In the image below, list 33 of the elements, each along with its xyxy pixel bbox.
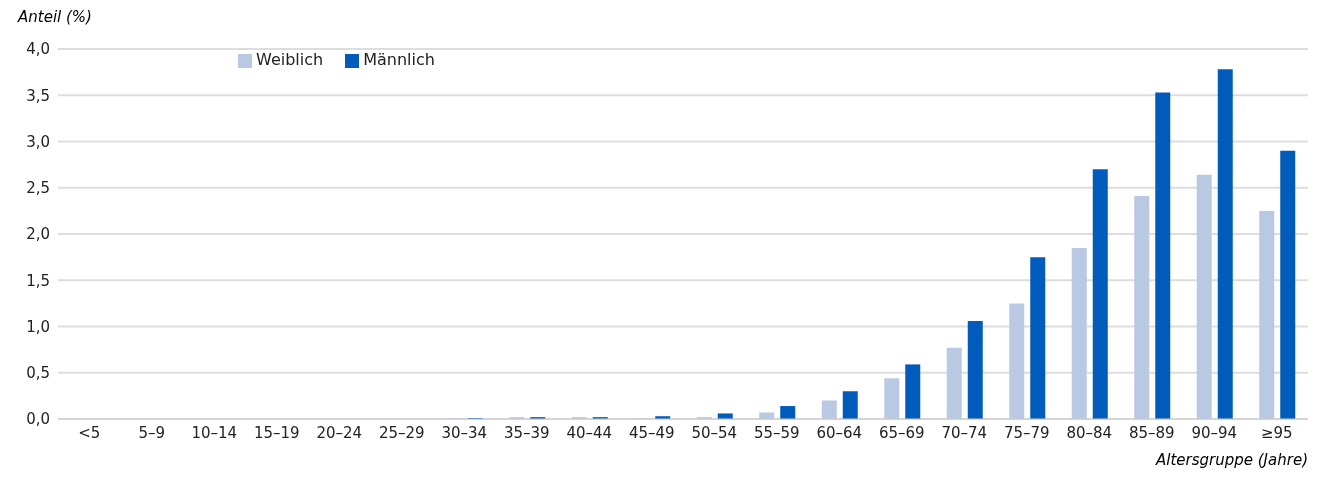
y-tick-label: 3,5 xyxy=(26,86,50,105)
y-tick-label: 0,0 xyxy=(26,410,50,429)
y-tick-label: 0,5 xyxy=(26,364,50,383)
x-tick-label: 90–94 xyxy=(1191,423,1238,442)
legend-label: Männlich xyxy=(363,50,435,69)
legend-label: Weiblich xyxy=(256,50,324,69)
x-tick-label: ≥95 xyxy=(1260,423,1293,442)
x-tick-label: 55–59 xyxy=(753,423,800,442)
x-tick-label: 10–14 xyxy=(191,423,238,442)
x-tick-label: 25–29 xyxy=(378,423,425,442)
x-tick-label: 40–44 xyxy=(566,423,613,442)
y-tick-label: 4,0 xyxy=(26,40,50,59)
x-tick-label: 20–24 xyxy=(316,423,363,442)
y-tick-label: 2,0 xyxy=(26,225,50,244)
x-tick-label: 60–64 xyxy=(816,423,863,442)
x-tick-label: <5 xyxy=(78,423,101,442)
x-tick-label: 15–19 xyxy=(253,423,300,442)
x-tick-label: 80–84 xyxy=(1066,423,1113,442)
x-tick-label: 65–69 xyxy=(878,423,925,442)
y-tick-label: 2,5 xyxy=(26,179,50,198)
x-axis-title: Altersgruppe (Jahre) xyxy=(1156,451,1308,469)
x-tick-label: 50–54 xyxy=(691,423,738,442)
y-tick-label: 1,0 xyxy=(26,317,50,336)
y-tick-label: 3,0 xyxy=(26,132,50,151)
x-tick-label: 5–9 xyxy=(138,423,166,442)
x-tick-label: 45–49 xyxy=(628,423,675,442)
y-axis-title: Anteil (%) xyxy=(18,8,92,26)
x-tick-label: 85–89 xyxy=(1128,423,1175,442)
y-tick-label: 1,5 xyxy=(26,271,50,290)
x-tick-label: 75–79 xyxy=(1003,423,1050,442)
x-tick-label: 70–74 xyxy=(941,423,988,442)
x-tick-label: 30–34 xyxy=(441,423,488,442)
x-tick-label: 35–39 xyxy=(503,423,550,442)
